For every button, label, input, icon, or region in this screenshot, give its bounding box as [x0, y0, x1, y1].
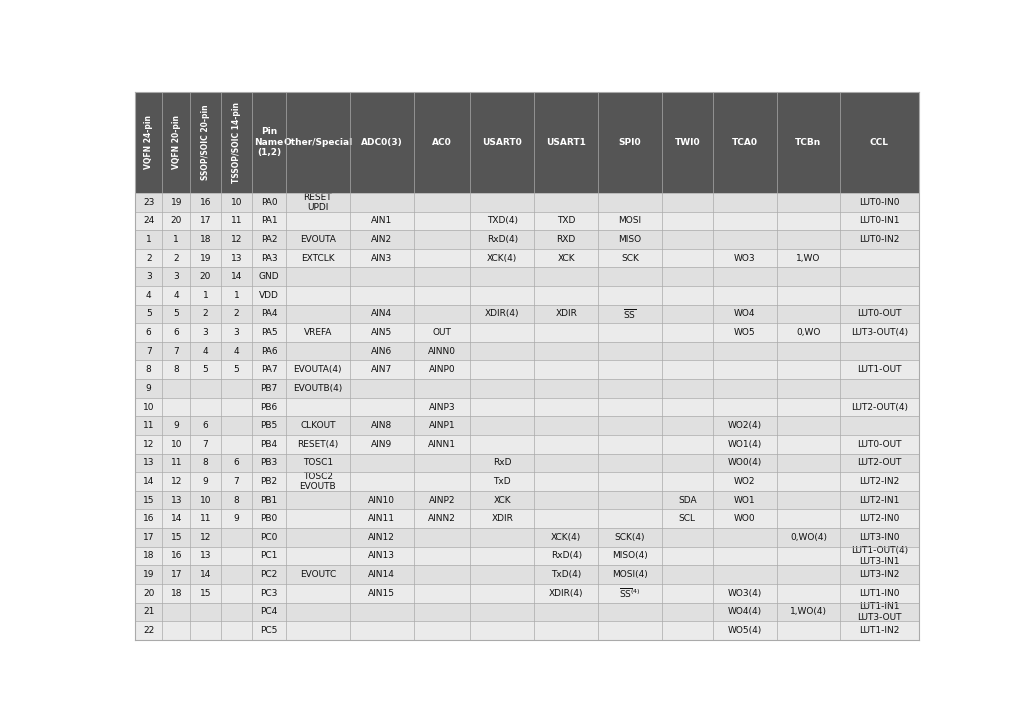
Text: LUT1-OUT(4)
LUT3-IN1: LUT1-OUT(4) LUT3-IN1	[851, 547, 908, 565]
Text: AIN6: AIN6	[371, 347, 392, 355]
Text: LUT2-IN0: LUT2-IN0	[859, 514, 900, 523]
Text: CLKOUT: CLKOUT	[300, 421, 336, 430]
Text: PA5: PA5	[261, 328, 278, 337]
Bar	[135, 602, 919, 621]
Text: 23: 23	[143, 198, 155, 207]
Bar	[135, 91, 919, 193]
Text: TxD: TxD	[494, 477, 511, 486]
Bar	[135, 342, 919, 361]
Text: 0,WO(4): 0,WO(4)	[790, 533, 827, 542]
Text: AIN15: AIN15	[369, 589, 395, 598]
Text: AIN9: AIN9	[371, 439, 392, 449]
Text: 18: 18	[170, 589, 182, 598]
Text: TOSC2
EVOUTB: TOSC2 EVOUTB	[299, 472, 336, 491]
Text: 3: 3	[203, 328, 209, 337]
Text: 5: 5	[145, 309, 152, 319]
Text: 12: 12	[230, 235, 243, 244]
Text: VDD: VDD	[259, 291, 279, 300]
Text: AINP0: AINP0	[429, 366, 456, 374]
Text: XCK(4): XCK(4)	[551, 533, 582, 542]
Text: WO3(4): WO3(4)	[727, 589, 762, 598]
Text: 11: 11	[230, 216, 243, 225]
Text: LUT2-IN1: LUT2-IN1	[859, 496, 900, 505]
Text: WO0: WO0	[734, 514, 756, 523]
Text: LUT0-IN1: LUT0-IN1	[859, 216, 900, 225]
Text: 8: 8	[173, 366, 179, 374]
Text: MOSI: MOSI	[618, 216, 642, 225]
Text: TSSOP/SOIC 14-pin: TSSOP/SOIC 14-pin	[232, 101, 241, 182]
Text: 10: 10	[200, 496, 211, 505]
Text: 0,WO: 0,WO	[797, 328, 820, 337]
Bar	[135, 361, 919, 379]
Text: PA4: PA4	[261, 309, 278, 319]
Text: LUT2-IN2: LUT2-IN2	[859, 477, 899, 486]
Text: PA0: PA0	[261, 198, 278, 207]
Text: WO2(4): WO2(4)	[727, 421, 762, 430]
Bar	[135, 211, 919, 230]
Text: 1: 1	[145, 235, 152, 244]
Text: Other/Special: Other/Special	[284, 138, 352, 147]
Text: $\overline{\mathregular{SS}}$: $\overline{\mathregular{SS}}$	[624, 307, 637, 321]
Text: 3: 3	[233, 328, 240, 337]
Text: AIN1: AIN1	[371, 216, 392, 225]
Text: 13: 13	[143, 458, 155, 468]
Text: 10: 10	[143, 403, 155, 411]
Text: AINP2: AINP2	[429, 496, 456, 505]
Text: RXD: RXD	[557, 235, 575, 244]
Text: 14: 14	[230, 272, 243, 281]
Text: AINN0: AINN0	[428, 347, 456, 355]
Text: 3: 3	[173, 272, 179, 281]
Text: WO5: WO5	[734, 328, 756, 337]
Text: 16: 16	[170, 552, 182, 560]
Text: PB3: PB3	[260, 458, 278, 468]
Text: 9: 9	[145, 384, 152, 393]
Text: LUT2-OUT(4): LUT2-OUT(4)	[851, 403, 908, 411]
Text: PB4: PB4	[260, 439, 278, 449]
Text: SCL: SCL	[679, 514, 696, 523]
Text: CCL: CCL	[870, 138, 889, 147]
Text: PB2: PB2	[260, 477, 278, 486]
Text: 19: 19	[200, 253, 211, 263]
Text: ADC0(3): ADC0(3)	[360, 138, 402, 147]
Text: 13: 13	[200, 552, 211, 560]
Text: XDIR(4): XDIR(4)	[485, 309, 519, 319]
Text: EVOUTA: EVOUTA	[300, 235, 336, 244]
Text: 8: 8	[203, 458, 209, 468]
Text: 6: 6	[173, 328, 179, 337]
Text: AIN7: AIN7	[371, 366, 392, 374]
Text: AIN2: AIN2	[371, 235, 392, 244]
Text: 6: 6	[233, 458, 240, 468]
Text: 13: 13	[170, 496, 182, 505]
Text: XDIR: XDIR	[555, 309, 578, 319]
Text: 4: 4	[173, 291, 179, 300]
Bar	[135, 416, 919, 435]
Text: 6: 6	[145, 328, 152, 337]
Text: EVOUTB(4): EVOUTB(4)	[293, 384, 342, 393]
Text: USART1: USART1	[546, 138, 586, 147]
Text: LUT0-IN0: LUT0-IN0	[859, 198, 900, 207]
Text: 15: 15	[170, 533, 182, 542]
Text: WO0(4): WO0(4)	[727, 458, 762, 468]
Bar	[135, 230, 919, 249]
Text: 14: 14	[143, 477, 155, 486]
Text: LUT2-OUT: LUT2-OUT	[857, 458, 902, 468]
Text: VQFN 24-pin: VQFN 24-pin	[144, 115, 154, 169]
Text: LUT3-IN0: LUT3-IN0	[859, 533, 900, 542]
Text: 20: 20	[143, 589, 155, 598]
Text: AIN10: AIN10	[369, 496, 395, 505]
Text: 2: 2	[233, 309, 240, 319]
Bar	[135, 286, 919, 305]
Bar	[135, 453, 919, 472]
Text: PA6: PA6	[261, 347, 278, 355]
Text: 15: 15	[143, 496, 155, 505]
Text: XDIR(4): XDIR(4)	[549, 589, 584, 598]
Bar	[135, 510, 919, 528]
Text: 17: 17	[200, 216, 211, 225]
Text: 18: 18	[200, 235, 211, 244]
Text: PA1: PA1	[261, 216, 278, 225]
Text: 1,WO(4): 1,WO(4)	[790, 607, 827, 616]
Text: 11: 11	[143, 421, 155, 430]
Text: PC0: PC0	[260, 533, 278, 542]
Text: 10: 10	[170, 439, 182, 449]
Text: 7: 7	[203, 439, 209, 449]
